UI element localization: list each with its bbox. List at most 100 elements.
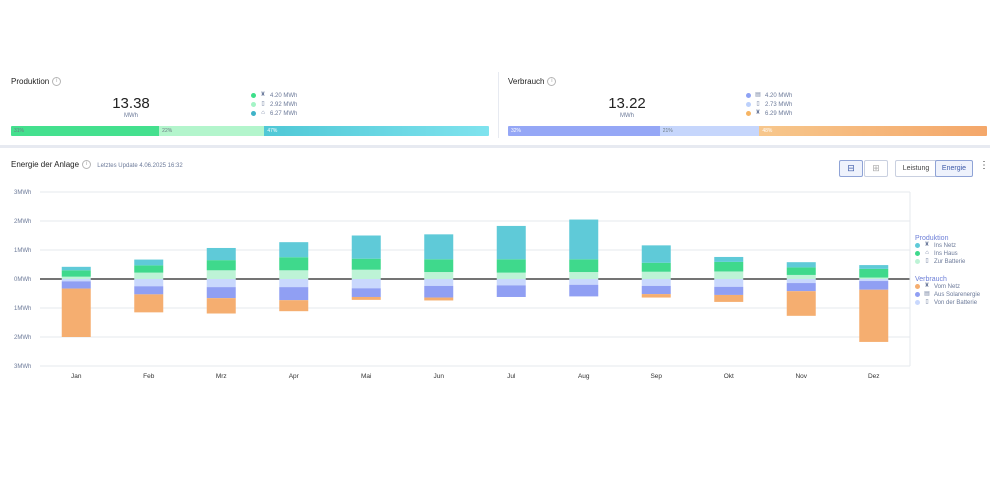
bar-consumption-aus-solarenergie[interactable]: [786, 283, 816, 292]
bar-production-zur-batterie[interactable]: [279, 270, 309, 279]
info-icon[interactable]: i: [52, 77, 62, 87]
bar-production-ins-netz[interactable]: [206, 247, 236, 261]
x-tick-label: Jun: [434, 373, 445, 380]
bar-consumption-aus-solarenergie[interactable]: [206, 287, 236, 299]
summary-legend-row: ▤ 4.20 MWh: [746, 92, 792, 101]
legend-dot: [746, 92, 751, 98]
bar-production-zur-batterie[interactable]: [61, 276, 91, 279]
bar-consumption-von-der-batterie[interactable]: [206, 279, 236, 288]
bar-consumption-aus-solarenergie[interactable]: [134, 286, 164, 295]
bar-consumption-von-der-batterie[interactable]: [496, 279, 526, 286]
bar-production-zur-batterie[interactable]: [351, 269, 381, 279]
bar-production-ins-haus[interactable]: [859, 268, 889, 278]
legend-item[interactable]: ▯ Zur Batterie: [915, 258, 980, 266]
bar-production-ins-haus[interactable]: [569, 259, 599, 273]
legend-item[interactable]: ▯ Von der Batterie: [915, 299, 980, 307]
bar-consumption-von-der-batterie[interactable]: [279, 279, 309, 288]
bar-consumption-aus-solarenergie[interactable]: [569, 284, 599, 297]
power-toggle-button[interactable]: Leistung: [895, 160, 937, 177]
bar-production-ins-netz[interactable]: [786, 262, 816, 268]
bar-production-ins-haus[interactable]: [424, 259, 454, 273]
bar-production-ins-netz[interactable]: [279, 242, 309, 258]
share-segment: 47%: [264, 126, 489, 136]
bar-consumption-vom-netz[interactable]: [279, 300, 309, 312]
more-options-icon[interactable]: ⋮: [979, 160, 989, 171]
bar-consumption-vom-netz[interactable]: [134, 294, 164, 313]
bar-production-zur-batterie[interactable]: [134, 272, 164, 279]
bar-production-zur-batterie[interactable]: [786, 274, 816, 279]
summary-legend-row: ♜ 6.29 MWh: [746, 110, 792, 119]
bar-consumption-vom-netz[interactable]: [61, 288, 91, 337]
bar-consumption-von-der-batterie[interactable]: [424, 279, 454, 286]
bar-consumption-von-der-batterie[interactable]: [134, 279, 164, 287]
legend-item[interactable]: ♜ Ins Netz: [915, 242, 980, 250]
bar-consumption-vom-netz[interactable]: [206, 298, 236, 314]
bar-production-ins-haus[interactable]: [206, 260, 236, 271]
bar-production-zur-batterie[interactable]: [496, 272, 526, 279]
bar-consumption-vom-netz[interactable]: [641, 294, 671, 298]
summary-legend-row: ⌂ 6.27 MWh: [251, 110, 297, 119]
legend-item[interactable]: ▤ Aus Solarenergie: [915, 291, 980, 299]
bar-production-ins-netz[interactable]: [61, 266, 91, 271]
bar-consumption-aus-solarenergie[interactable]: [496, 285, 526, 297]
legend-label: Ins Haus: [934, 251, 958, 257]
bar-consumption-aus-solarenergie[interactable]: [641, 285, 671, 295]
bar-consumption-von-der-batterie[interactable]: [351, 279, 381, 289]
bar-consumption-vom-netz[interactable]: [714, 294, 744, 302]
bar-consumption-aus-solarenergie[interactable]: [351, 288, 381, 297]
bar-production-ins-netz[interactable]: [134, 259, 164, 266]
bar-production-ins-netz[interactable]: [569, 219, 599, 260]
bar-consumption-vom-netz[interactable]: [424, 297, 454, 301]
bar-production-ins-haus[interactable]: [786, 267, 816, 275]
bar-production-ins-haus[interactable]: [496, 259, 526, 273]
bar-production-zur-batterie[interactable]: [424, 272, 454, 279]
bar-production-zur-batterie[interactable]: [859, 277, 889, 279]
last-update: Letztes Update 4.06.2025 16:32: [97, 163, 183, 169]
bar-production-zur-batterie[interactable]: [641, 271, 671, 279]
bar-consumption-aus-solarenergie[interactable]: [424, 285, 454, 298]
info-icon[interactable]: i: [82, 160, 92, 170]
bar-consumption-aus-solarenergie[interactable]: [714, 286, 744, 295]
energy-toggle-button[interactable]: Energie: [935, 160, 973, 177]
bar-consumption-von-der-batterie[interactable]: [641, 279, 671, 286]
bar-consumption-von-der-batterie[interactable]: [569, 279, 599, 285]
table-view-button[interactable]: ⊞: [864, 160, 888, 177]
bar-consumption-von-der-batterie[interactable]: [859, 279, 889, 282]
bar-consumption-von-der-batterie[interactable]: [61, 279, 91, 282]
bar-production-zur-batterie[interactable]: [206, 270, 236, 279]
bar-production-ins-netz[interactable]: [424, 234, 454, 260]
bar-production-ins-netz[interactable]: [351, 235, 381, 259]
legend-group-title: Verbrauch: [915, 276, 947, 283]
bar-consumption-vom-netz[interactable]: [859, 289, 889, 342]
bar-production-ins-netz[interactable]: [714, 256, 744, 262]
production-share-bar: 31% 22% 47%: [11, 126, 489, 136]
bar-consumption-aus-solarenergie[interactable]: [61, 281, 91, 289]
bar-consumption-von-der-batterie[interactable]: [786, 279, 816, 284]
production-title-text: Produktion: [11, 77, 50, 86]
bar-production-zur-batterie[interactable]: [714, 271, 744, 279]
bar-production-ins-haus[interactable]: [134, 265, 164, 273]
production-legend: ♜ 4.20 MWh ▯ 2.92 MWh ⌂ 6.27 MWh: [251, 92, 297, 119]
bar-consumption-aus-solarenergie[interactable]: [279, 287, 309, 301]
legend-group-title: Produktion: [915, 235, 949, 242]
bar-production-zur-batterie[interactable]: [569, 272, 599, 279]
y-tick-label: 1MWh: [14, 306, 31, 312]
chart-view-button[interactable]: ⊟: [839, 160, 863, 177]
bar-production-ins-haus[interactable]: [641, 262, 671, 272]
info-icon[interactable]: i: [547, 77, 557, 87]
bar-production-ins-netz[interactable]: [859, 265, 889, 269]
legend-item[interactable]: ⌂ Ins Haus: [915, 250, 980, 258]
bar-consumption-vom-netz[interactable]: [786, 291, 816, 316]
bar-production-ins-haus[interactable]: [714, 261, 744, 272]
bar-consumption-von-der-batterie[interactable]: [714, 279, 744, 287]
bar-consumption-vom-netz[interactable]: [351, 296, 381, 300]
bar-production-ins-netz[interactable]: [496, 225, 526, 260]
bar-production-ins-netz[interactable]: [641, 245, 671, 263]
bar-production-ins-haus[interactable]: [61, 270, 91, 277]
x-tick-label: Sep: [650, 373, 662, 380]
x-tick-label: Jan: [71, 373, 82, 380]
bar-production-ins-haus[interactable]: [279, 257, 309, 271]
bar-consumption-aus-solarenergie[interactable]: [859, 281, 889, 290]
bar-production-ins-haus[interactable]: [351, 258, 381, 270]
legend-item[interactable]: ♜ Vom Netz: [915, 283, 980, 291]
